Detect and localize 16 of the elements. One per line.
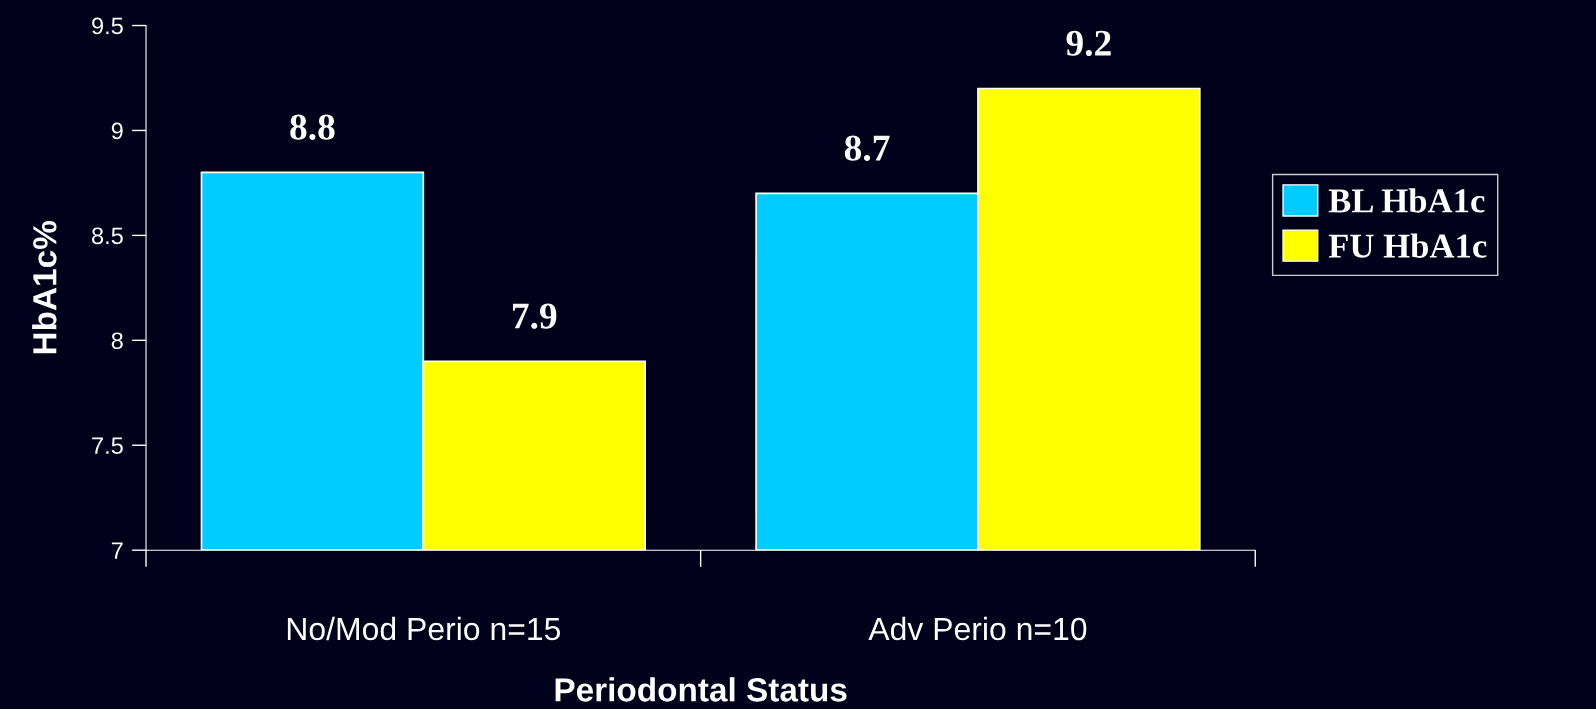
y-tick-label: 8.5 [92,227,123,245]
legend-label: BL HbA1c [1328,188,1485,213]
data-label: 9.2 [1066,30,1111,57]
x-axis-title: Periodontal Status [555,677,847,702]
y-tick-label: 9 [111,122,123,140]
x-tick-label: Adv Perio n=10 [868,616,1087,641]
y-tick-label: 8 [111,332,123,350]
y-tick-label: 7.5 [92,437,123,455]
data-label: 8.8 [290,114,335,140]
y-axis-title: HbA1c% [32,221,57,354]
data-label: 7.9 [512,303,557,329]
x-tick-label: No/Mod Perio n=15 [287,616,561,641]
y-tick-label: 7 [111,542,123,559]
y-tick-label: 9.5 [92,17,123,35]
data-label: 8.7 [844,135,890,161]
legend-label: FU HbA1c [1328,233,1487,258]
